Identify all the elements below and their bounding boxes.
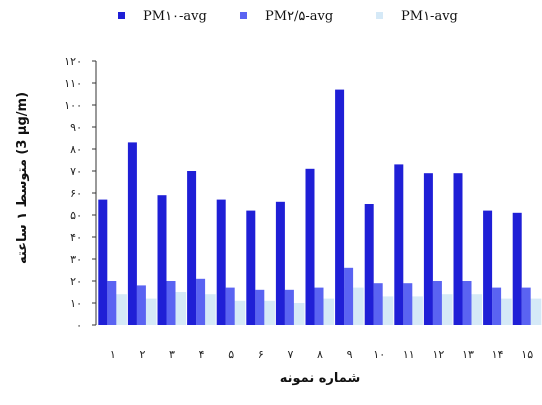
bar-pm25 bbox=[225, 287, 235, 325]
bar-pm10 bbox=[512, 212, 522, 325]
y-tick-label: ۵٠ bbox=[70, 209, 82, 222]
bar-pm10 bbox=[127, 142, 137, 325]
y-tick-label: ٨٠ bbox=[70, 143, 82, 156]
bars-group bbox=[98, 89, 542, 325]
bar-pm25 bbox=[284, 289, 294, 325]
bar-pm25 bbox=[492, 287, 502, 325]
y-tick-label: ١٠٠ bbox=[64, 99, 82, 112]
x-tick-label: ٩ bbox=[347, 348, 353, 361]
y-tick-label: ١٠ bbox=[70, 297, 82, 310]
bar-pm25 bbox=[107, 281, 117, 325]
bar-pm10 bbox=[394, 164, 404, 325]
legend-swatch bbox=[240, 12, 247, 19]
bar-pm10 bbox=[275, 201, 285, 325]
bar-pm10 bbox=[364, 204, 374, 325]
x-tick-label: ١۴ bbox=[492, 348, 504, 361]
bar-pm25 bbox=[373, 283, 383, 325]
legend-label: PM١٠-avg bbox=[143, 9, 207, 24]
bar-pm25 bbox=[462, 281, 472, 325]
x-tick-label: ۶ bbox=[258, 348, 264, 361]
x-tick-label: ١١ bbox=[403, 348, 415, 361]
x-tick-label: ۴ bbox=[199, 348, 205, 361]
bar-pm25 bbox=[136, 285, 146, 325]
bar-pm25 bbox=[166, 281, 176, 325]
y-tick-label: ٩٠ bbox=[70, 121, 82, 134]
x-axis-title: شماره نمونه bbox=[280, 371, 361, 386]
bar-pm25 bbox=[403, 283, 413, 325]
y-tick-label: ٧٠ bbox=[70, 165, 82, 178]
bar-pm10 bbox=[157, 195, 167, 325]
y-axis-title: متوسط ۱ ساعته (3 µg/m) bbox=[15, 92, 30, 264]
bar-pm10 bbox=[483, 210, 493, 325]
x-tick-label: ۵ bbox=[228, 348, 234, 361]
bar-pm25 bbox=[344, 267, 354, 325]
x-tick-label: ١٢ bbox=[432, 348, 444, 361]
x-tick-label: ١۵ bbox=[521, 348, 533, 361]
legend: PM١٠-avg PM٢/۵-avg PM١-avg bbox=[118, 9, 458, 24]
bar-pm10 bbox=[187, 171, 197, 325]
legend-swatch bbox=[118, 12, 125, 19]
bar-pm25 bbox=[255, 289, 265, 325]
y-tick-label: ١١٠ bbox=[64, 77, 82, 90]
y-tick-label: ٠ bbox=[76, 319, 82, 332]
x-tick-label: ٣ bbox=[169, 348, 175, 361]
bar-pm25 bbox=[314, 287, 324, 325]
x-tick-label: ١ bbox=[110, 348, 116, 361]
y-tick-label: ۶٠ bbox=[70, 187, 82, 200]
bar-pm10 bbox=[305, 168, 315, 325]
bar-pm10 bbox=[335, 89, 345, 325]
bar-pm10 bbox=[216, 199, 226, 325]
bar-pm25 bbox=[196, 278, 206, 325]
x-tick-label: ٧ bbox=[287, 348, 293, 361]
bar-pm10 bbox=[453, 173, 463, 325]
bar-pm10 bbox=[98, 199, 108, 325]
bar-pm10 bbox=[246, 210, 256, 325]
bar-pm10 bbox=[423, 173, 433, 325]
x-tick-label: ٢ bbox=[139, 348, 145, 361]
y-tick-label: ١٢٠ bbox=[64, 55, 82, 68]
legend-swatch bbox=[376, 12, 383, 19]
y-tick-label: ٢٠ bbox=[70, 275, 82, 288]
legend-label: PM٢/۵-avg bbox=[265, 9, 333, 24]
bar-pm25 bbox=[432, 281, 442, 325]
legend-label: PM١-avg bbox=[401, 9, 458, 24]
y-tick-label: ۴٠ bbox=[70, 231, 82, 244]
x-tick-label: ٨ bbox=[317, 348, 323, 361]
x-tick-label: ١٠ bbox=[373, 348, 385, 361]
bar-pm25 bbox=[521, 287, 531, 325]
y-tick-label: ٣٠ bbox=[70, 253, 82, 266]
x-tick-label: ١٣ bbox=[462, 348, 474, 361]
